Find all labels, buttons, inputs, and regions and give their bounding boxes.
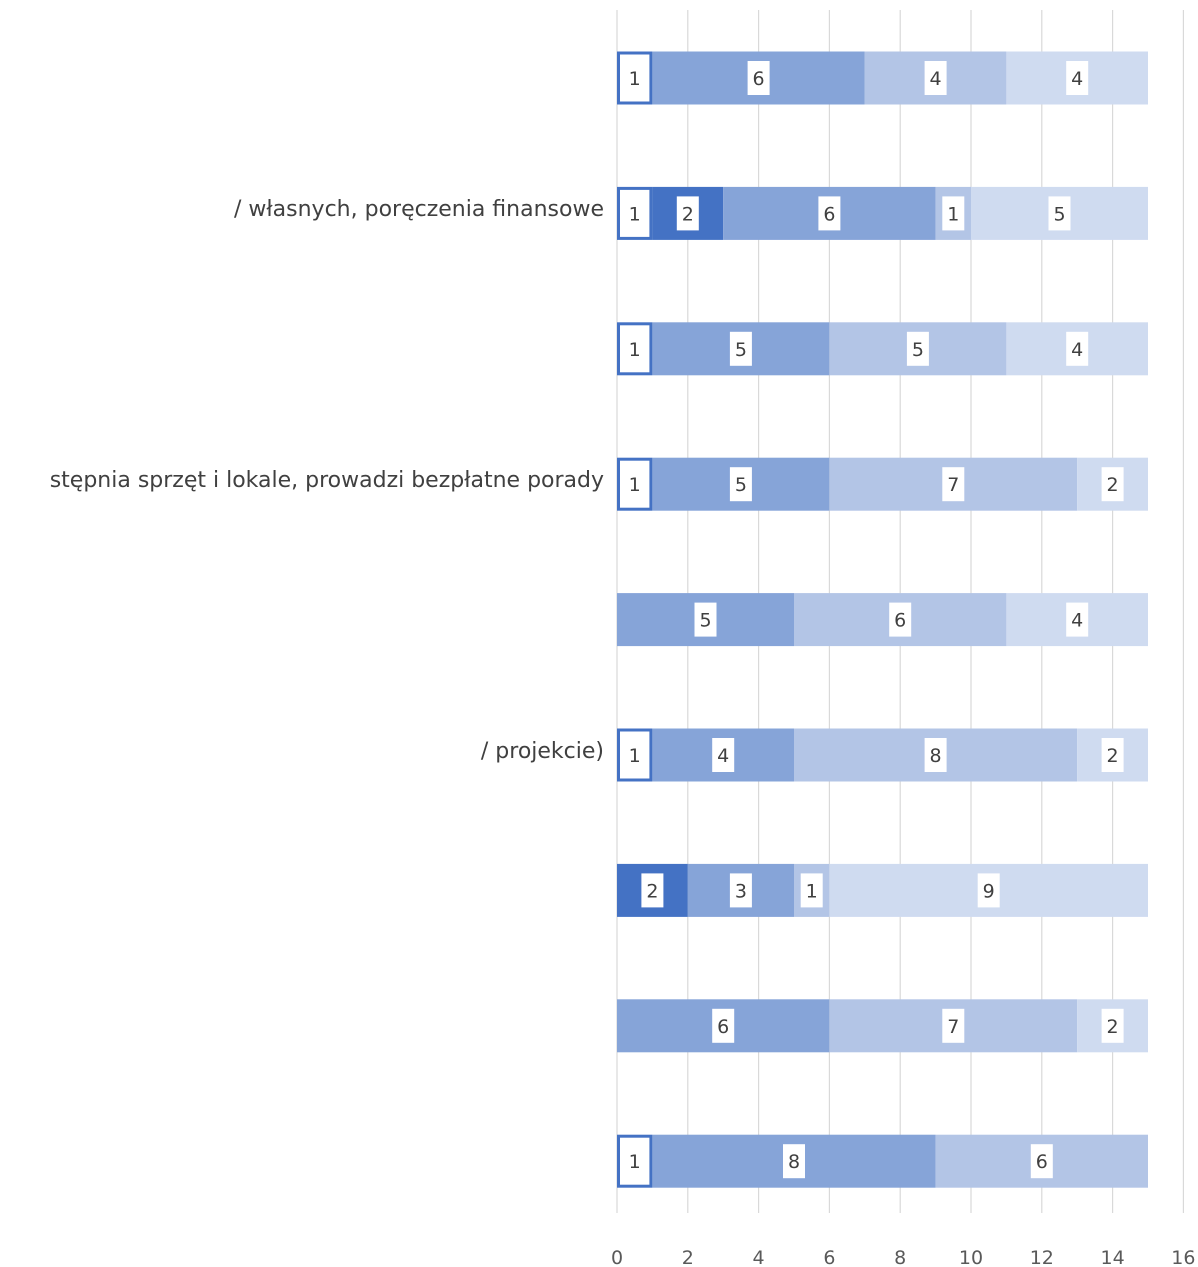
data-label-box [729, 467, 752, 502]
x-tick-label: 14 [1101, 1247, 1125, 1267]
data-label: 3 [735, 880, 747, 902]
data-label-box [906, 331, 929, 366]
data-label-box [1101, 1008, 1124, 1043]
data-label-box [924, 61, 947, 95]
data-label: 2 [1107, 745, 1119, 767]
data-label-box [623, 738, 646, 772]
data-label-box [1066, 61, 1089, 95]
data-label: 4 [1071, 339, 1083, 361]
x-tick-label: 6 [823, 1247, 835, 1267]
data-label: 6 [753, 68, 765, 90]
data-label: 1 [629, 68, 641, 90]
data-label-box [924, 738, 947, 772]
data-label: 1 [629, 339, 641, 361]
data-label: 4 [1071, 610, 1083, 632]
data-label-box [1066, 602, 1089, 637]
data-label-box [623, 467, 646, 502]
data-label-box [623, 61, 646, 95]
data-label: 1 [947, 203, 959, 225]
data-label: 6 [1036, 1151, 1048, 1173]
x-tick-label: 0 [611, 1247, 623, 1267]
data-label: 1 [629, 745, 641, 767]
data-label: 4 [717, 745, 729, 767]
data-label-box [1030, 1144, 1053, 1179]
data-label: 2 [1107, 474, 1119, 496]
data-label-box [676, 196, 699, 231]
x-tick-label: 4 [753, 1247, 765, 1267]
data-label-box [800, 873, 823, 908]
x-tick-label: 12 [1030, 1247, 1054, 1267]
data-label: 5 [699, 610, 711, 632]
data-label: 4 [1071, 68, 1083, 90]
data-label: 1 [629, 1151, 641, 1173]
data-label-box [712, 738, 735, 772]
data-label: 2 [646, 880, 658, 902]
category-label: / projekcie) [480, 739, 604, 764]
data-label-box [712, 1008, 735, 1043]
data-label-box [977, 873, 1000, 908]
data-label-box [694, 602, 717, 637]
data-label: 6 [823, 203, 835, 225]
data-label: 8 [930, 745, 942, 767]
data-label: 4 [930, 68, 942, 90]
data-label: 7 [947, 474, 959, 496]
x-tick-label: 2 [682, 1247, 694, 1267]
x-tick-label: 16 [1171, 1247, 1195, 1267]
data-label-box [729, 873, 752, 908]
data-label: 5 [735, 339, 747, 361]
data-label: 5 [912, 339, 924, 361]
data-label: 6 [717, 1016, 729, 1038]
data-label-box [783, 1144, 805, 1179]
data-label: 1 [629, 203, 641, 225]
data-label-box [747, 61, 770, 95]
data-label-box [623, 331, 646, 366]
data-label-box [1101, 467, 1124, 502]
data-label: 8 [788, 1151, 800, 1173]
data-label: 2 [1107, 1016, 1119, 1038]
data-label: 1 [806, 880, 818, 902]
data-label: 1 [629, 474, 641, 496]
data-label-box [729, 331, 752, 366]
data-label-box [1066, 331, 1089, 366]
data-label: 7 [947, 1016, 959, 1038]
data-label-box [942, 1008, 965, 1043]
data-label: 5 [735, 474, 747, 496]
data-label-box [889, 602, 912, 637]
data-label: 5 [1053, 203, 1065, 225]
data-label: 6 [894, 610, 906, 632]
data-label-box [942, 467, 965, 502]
data-label: 9 [983, 880, 995, 902]
data-label-box [641, 873, 664, 908]
data-labels: 1 6 4 41 2 6 1 51 5 5 41 5 7 25 6 41 4 8 22 3 1 96 7 21 8 6 [623, 61, 1124, 1179]
x-axis-ticks: 0 2 4 6 8 10 12 14 16 [611, 1247, 1196, 1267]
data-label: 2 [682, 203, 694, 225]
data-label-box [818, 196, 841, 231]
data-label-box [1101, 738, 1124, 772]
data-label-box [623, 196, 646, 231]
x-tick-label: 8 [894, 1247, 906, 1267]
category-label: / własnych, poręczenia finansowe [234, 197, 604, 223]
x-tick-label: 10 [959, 1247, 983, 1267]
category-label: stępnia sprzęt i lokale, prowadzi bezpła… [49, 468, 604, 494]
data-label-box [1048, 196, 1071, 231]
data-label-box [623, 1144, 646, 1179]
data-label-box [942, 196, 965, 231]
